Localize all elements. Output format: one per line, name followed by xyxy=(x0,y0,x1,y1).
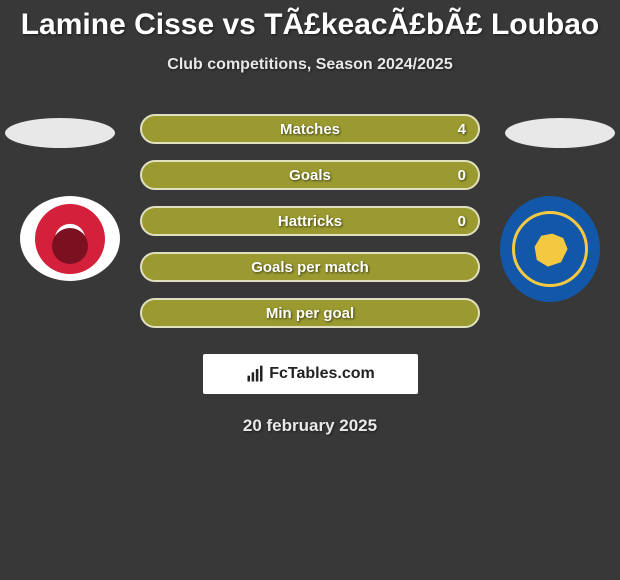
stat-right-value: 0 xyxy=(458,167,466,184)
stat-label: Matches xyxy=(280,121,340,138)
player-photo-right xyxy=(505,118,615,148)
stat-row-goals: Goals 0 xyxy=(140,160,480,190)
fctables-logo: FcTables.com xyxy=(203,354,418,394)
date-label: 20 february 2025 xyxy=(0,416,620,436)
stat-right-value: 0 xyxy=(458,213,466,230)
page-subtitle: Club competitions, Season 2024/2025 xyxy=(0,56,620,74)
lion-icon xyxy=(528,227,572,271)
bar-chart-icon xyxy=(245,364,265,384)
stat-row-matches: Matches 4 xyxy=(140,114,480,144)
stat-row-hattricks: Hattricks 0 xyxy=(140,206,480,236)
fctables-logo-text: FcTables.com xyxy=(269,365,375,383)
stat-label: Goals per match xyxy=(251,259,369,276)
stat-label: Goals xyxy=(289,167,331,184)
stat-row-goals-per-match: Goals per match xyxy=(140,252,480,282)
club-crest-left xyxy=(35,204,105,274)
comparison-area: Matches 4 Goals 0 Hattricks 0 Goals per … xyxy=(0,114,620,328)
stat-row-min-per-goal: Min per goal xyxy=(140,298,480,328)
stat-label: Min per goal xyxy=(266,305,354,322)
page-title: Lamine Cisse vs TÃ£keacÃ£bÃ£ Loubao xyxy=(0,0,620,42)
player-photo-left xyxy=(5,118,115,148)
club-badge-right xyxy=(500,196,600,302)
stat-label: Hattricks xyxy=(278,213,342,230)
stat-right-value: 4 xyxy=(458,121,466,138)
club-crest-right xyxy=(512,211,588,287)
stats-list: Matches 4 Goals 0 Hattricks 0 Goals per … xyxy=(140,114,480,328)
club-badge-left xyxy=(20,196,120,281)
